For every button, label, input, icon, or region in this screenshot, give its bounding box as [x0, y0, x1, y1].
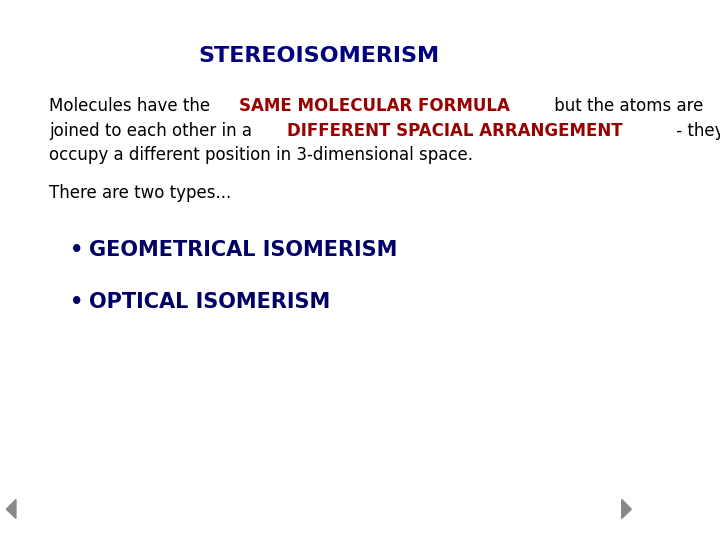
Text: STEREOISOMERISM: STEREOISOMERISM [198, 46, 439, 66]
Text: There are two types...: There are two types... [49, 184, 231, 201]
Text: •: • [70, 240, 84, 260]
Text: GEOMETRICAL ISOMERISM: GEOMETRICAL ISOMERISM [89, 240, 397, 260]
Polygon shape [6, 500, 16, 518]
Text: Molecules have the: Molecules have the [49, 97, 215, 115]
Text: •: • [70, 292, 84, 312]
Text: occupy a different position in 3-dimensional space.: occupy a different position in 3-dimensi… [49, 146, 473, 164]
Text: joined to each other in a: joined to each other in a [49, 122, 257, 139]
Text: DIFFERENT SPACIAL ARRANGEMENT: DIFFERENT SPACIAL ARRANGEMENT [287, 122, 623, 139]
Text: but the atoms are: but the atoms are [549, 97, 703, 115]
Polygon shape [621, 500, 631, 518]
Text: SAME MOLECULAR FORMULA: SAME MOLECULAR FORMULA [239, 97, 510, 115]
Text: OPTICAL ISOMERISM: OPTICAL ISOMERISM [89, 292, 330, 312]
Text: - they: - they [670, 122, 720, 139]
